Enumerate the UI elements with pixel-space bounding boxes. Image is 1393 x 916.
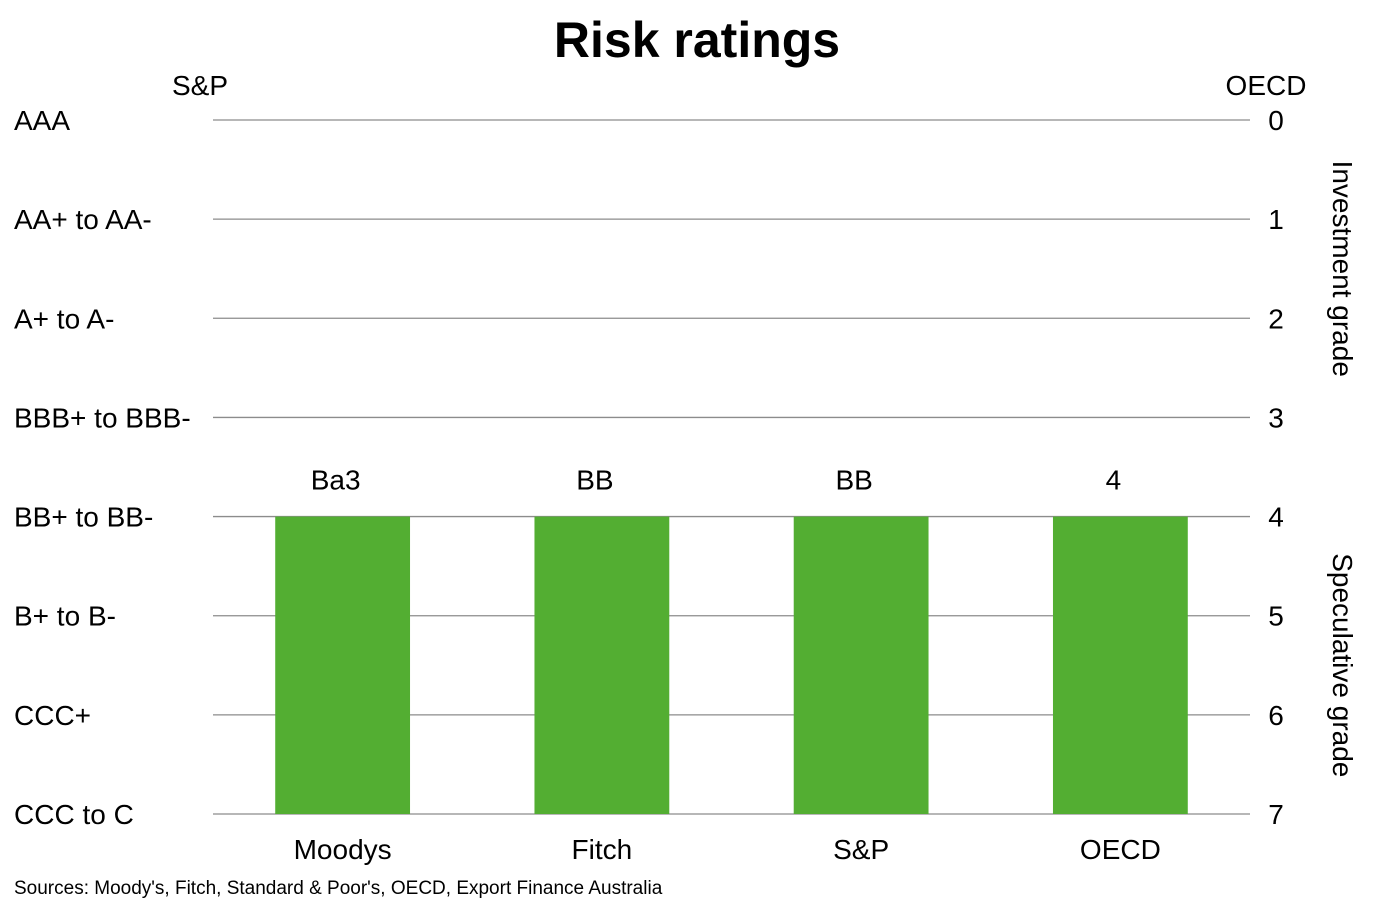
bar — [793, 516, 929, 814]
right-tick-label: 4 — [1268, 502, 1284, 533]
left-tick-label: AA+ to AA- — [14, 204, 152, 235]
category-label: OECD — [1080, 834, 1161, 865]
grade-band-labels: Investment grade Speculative grade — [1327, 161, 1358, 778]
right-tick-label: 2 — [1268, 303, 1284, 334]
right-tick-label: 6 — [1268, 700, 1284, 731]
source-note: Sources: Moody's, Fitch, Standard & Poor… — [14, 878, 663, 899]
right-tick-label: 3 — [1268, 402, 1284, 433]
grade-band-label: Speculative grade — [1327, 553, 1358, 777]
left-tick-label: CCC+ — [14, 700, 91, 731]
right-tick-labels: 0 1 2 3 4 5 6 7 — [1268, 105, 1284, 830]
bar — [534, 516, 670, 814]
grade-band-label: Investment grade — [1327, 161, 1358, 377]
left-tick-label: CCC to C — [14, 799, 134, 830]
category-label: Fitch — [572, 834, 633, 865]
category-label: S&P — [833, 834, 889, 865]
left-tick-label: B+ to B- — [14, 601, 116, 632]
left-tick-label: BBB+ to BBB- — [14, 402, 191, 433]
bar-data-label: BB — [576, 465, 613, 496]
bar-data-label: BB — [835, 465, 872, 496]
left-tick-label: BB+ to BB- — [14, 502, 153, 533]
bars — [275, 516, 1188, 814]
right-tick-label: 1 — [1268, 204, 1284, 235]
bar-data-label: Ba3 — [311, 465, 361, 496]
right-tick-label: 5 — [1268, 601, 1284, 632]
bar — [275, 516, 411, 814]
right-axis-title: OECD — [1226, 70, 1307, 101]
category-label: Moodys — [294, 834, 392, 865]
right-tick-label: 7 — [1268, 799, 1284, 830]
category-labels: Moodys Fitch S&P OECD — [294, 834, 1161, 865]
bar-data-label: 4 — [1106, 465, 1122, 496]
left-tick-label: AAA — [14, 105, 70, 136]
left-tick-label: A+ to A- — [14, 303, 114, 334]
bar-data-labels: Ba3 BB BB 4 — [311, 465, 1121, 496]
bar — [1052, 516, 1188, 814]
right-tick-label: 0 — [1268, 105, 1284, 136]
left-tick-labels: AAA AA+ to AA- A+ to A- BBB+ to BBB- BB+ to … — [14, 105, 191, 830]
chart-title: Risk ratings — [554, 12, 840, 68]
left-axis-title: S&P — [172, 70, 228, 101]
